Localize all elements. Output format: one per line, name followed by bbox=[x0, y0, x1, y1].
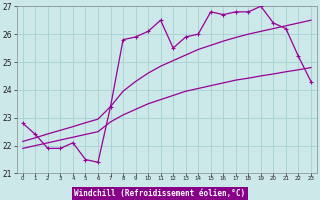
Text: Windchill (Refroidissement éolien,°C): Windchill (Refroidissement éolien,°C) bbox=[75, 189, 245, 198]
